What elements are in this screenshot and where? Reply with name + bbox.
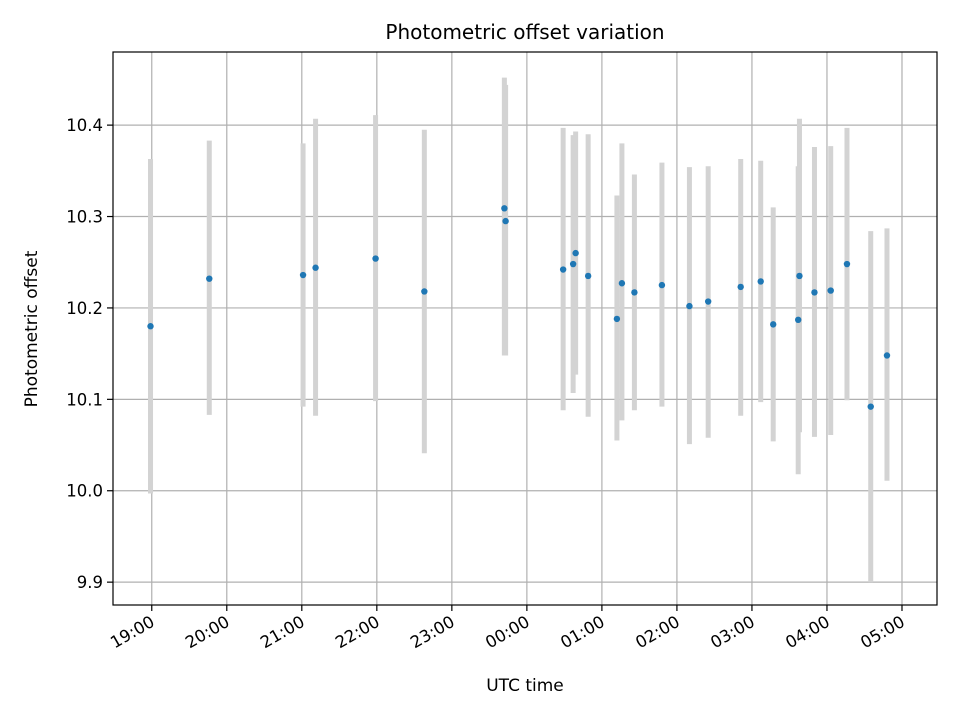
y-tick-label: 10.1: [66, 390, 103, 409]
y-tick-label: 10.0: [66, 482, 103, 501]
data-point: [572, 249, 579, 257]
data-point: [757, 278, 764, 285]
y-tick-label: 10.3: [66, 208, 103, 227]
data-point: [658, 281, 666, 289]
data-point: [631, 289, 638, 296]
y-tick-label: 10.2: [66, 299, 103, 318]
y-axis-ticks: 9.9 10.0 10.1 10.2 10.3 10.4: [66, 116, 113, 592]
data-point: [206, 275, 213, 282]
data-point: [770, 321, 777, 328]
chart-title: Photometric offset variation: [385, 20, 664, 44]
y-tick-label: 9.9: [77, 573, 103, 592]
x-axis-label: UTC time: [486, 676, 564, 696]
y-tick-label: 10.4: [66, 116, 103, 135]
data-point: [559, 266, 567, 273]
data-point: [147, 323, 154, 330]
data-point: [737, 283, 744, 291]
data-point: [704, 298, 712, 305]
data-point: [827, 287, 834, 294]
data-point: [584, 272, 592, 280]
data-point: [569, 260, 577, 268]
data-point: [811, 289, 818, 296]
data-point: [501, 205, 508, 212]
data-point: [312, 264, 319, 271]
data-point: [686, 302, 693, 310]
data-point: [299, 271, 307, 279]
plot-frame: [112, 51, 938, 606]
data-point: [796, 272, 803, 280]
data-point: [502, 217, 509, 225]
data-point: [867, 403, 874, 410]
data-points: [147, 205, 891, 410]
data-point: [372, 255, 379, 262]
data-point: [843, 260, 851, 268]
data-point: [618, 280, 626, 287]
y-axis-label: Photometric offset: [22, 250, 42, 407]
x-axis-ticks: 19:00 20:00 21:00 22:00 23:00 00:00 01:00 02:00…: [107, 605, 908, 652]
data-point: [613, 315, 621, 323]
data-point: [795, 316, 802, 324]
data-point: [421, 288, 428, 295]
data-point: [883, 352, 891, 359]
